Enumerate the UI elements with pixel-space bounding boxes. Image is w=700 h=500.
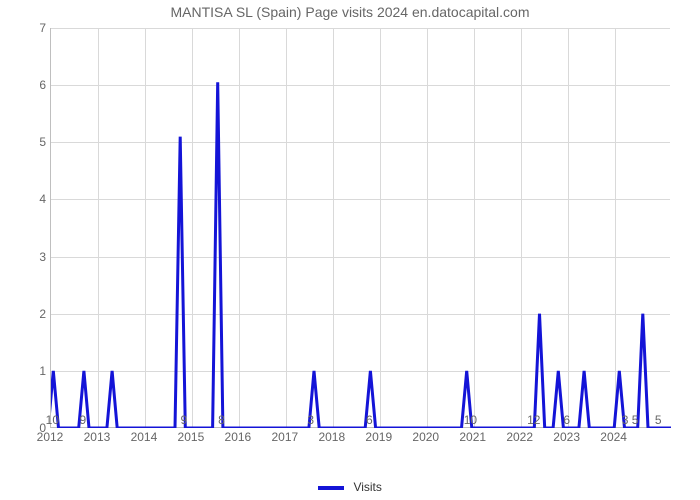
value-label: 9	[80, 413, 87, 427]
y-tick-label: 1	[6, 364, 46, 378]
x-tick-label: 2020	[412, 430, 439, 444]
y-tick-label: 6	[6, 78, 46, 92]
y-tick-label: 4	[6, 192, 46, 206]
vgrid-line	[427, 28, 428, 427]
hgrid-line	[51, 85, 670, 86]
y-tick-label: 3	[6, 250, 46, 264]
hgrid-line	[51, 257, 670, 258]
x-tick-label: 2013	[84, 430, 111, 444]
hgrid-line	[51, 199, 670, 200]
x-tick-label: 2022	[506, 430, 533, 444]
vgrid-line	[380, 28, 381, 427]
hgrid-line	[51, 314, 670, 315]
value-label: 6	[366, 413, 373, 427]
vgrid-line	[615, 28, 616, 427]
value-label: 10	[464, 413, 477, 427]
vgrid-line	[333, 28, 334, 427]
plot-area	[50, 28, 670, 428]
vgrid-line	[239, 28, 240, 427]
y-tick-label: 7	[6, 21, 46, 35]
vgrid-line	[286, 28, 287, 427]
hgrid-line	[51, 28, 670, 29]
x-tick-label: 2018	[318, 430, 345, 444]
value-label: 6	[563, 413, 570, 427]
x-tick-label: 2023	[553, 430, 580, 444]
x-tick-label: 2019	[365, 430, 392, 444]
value-label: 3	[307, 413, 314, 427]
x-tick-label: 2021	[459, 430, 486, 444]
value-label: 12	[527, 413, 540, 427]
x-tick-label: 2017	[271, 430, 298, 444]
x-tick-label: 2012	[37, 430, 64, 444]
x-tick-label: 2015	[178, 430, 205, 444]
value-label: 3 5	[622, 413, 639, 427]
vgrid-line	[192, 28, 193, 427]
x-tick-label: 2016	[225, 430, 252, 444]
chart-title: MANTISA SL (Spain) Page visits 2024 en.d…	[0, 4, 700, 20]
hgrid-line	[51, 142, 670, 143]
x-tick-label: 2024	[600, 430, 627, 444]
vgrid-line	[521, 28, 522, 427]
legend-swatch	[318, 486, 344, 490]
value-label: 10	[46, 413, 59, 427]
legend: Visits	[0, 480, 700, 494]
x-tick-label: 2014	[131, 430, 158, 444]
chart-root: MANTISA SL (Spain) Page visits 2024 en.d…	[0, 0, 700, 500]
vgrid-line	[568, 28, 569, 427]
legend-label: Visits	[353, 480, 381, 494]
hgrid-line	[51, 371, 670, 372]
y-tick-label: 2	[6, 307, 46, 321]
value-label: 5	[655, 413, 662, 427]
value-label: 8	[218, 413, 225, 427]
value-label: 9	[181, 413, 188, 427]
vgrid-line	[98, 28, 99, 427]
vgrid-line	[474, 28, 475, 427]
vgrid-line	[145, 28, 146, 427]
y-tick-label: 5	[6, 135, 46, 149]
